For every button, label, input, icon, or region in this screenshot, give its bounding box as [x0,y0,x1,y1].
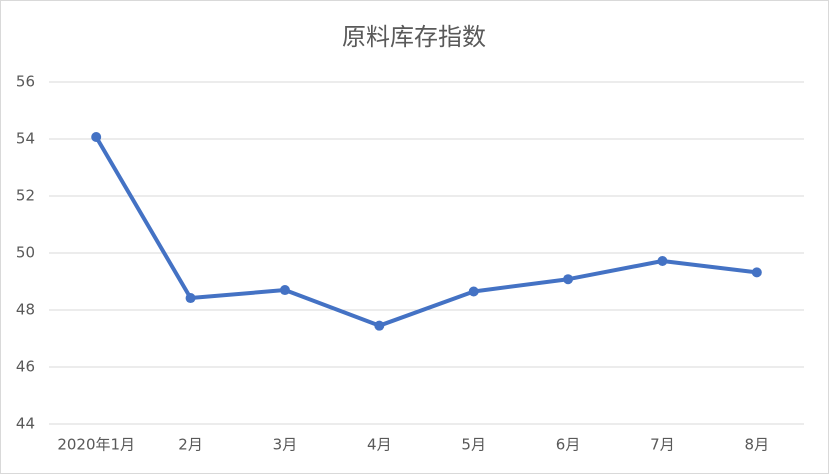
y-tick-label: 48 [16,301,35,319]
data-point [468,286,479,297]
data-point [185,293,196,304]
data-point [751,267,762,278]
data-point [563,274,574,285]
x-tick-label: 7月 [650,436,675,454]
data-point [374,320,385,331]
y-tick-label: 52 [16,187,35,205]
y-tick-label: 46 [16,358,35,376]
y-tick-label: 54 [16,130,35,148]
x-tick-label: 2月 [178,436,203,454]
chart-title: 原料库存指数 [342,23,486,51]
data-point [657,255,668,266]
y-tick-label: 44 [16,415,35,433]
data-point [279,285,290,296]
x-tick-label: 3月 [273,436,298,454]
x-tick-label: 5月 [461,436,486,454]
series-line [94,135,758,328]
x-tick-label: 4月 [367,436,392,454]
y-tick-label: 56 [16,73,35,91]
y-tick-label: 50 [16,244,35,262]
x-tick-label: 2020年1月 [57,436,135,454]
x-tick-label: 8月 [745,436,770,454]
data-point [91,132,102,143]
x-tick-label: 6月 [556,436,581,454]
